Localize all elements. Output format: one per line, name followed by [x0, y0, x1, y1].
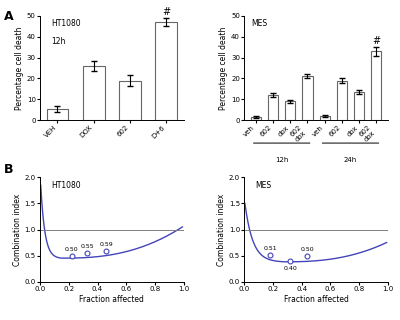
Y-axis label: Percentage cell death: Percentage cell death [15, 26, 24, 110]
Bar [119, 81, 141, 120]
Y-axis label: Combination index: Combination index [13, 193, 22, 266]
Bar [251, 117, 261, 120]
Text: 0.51: 0.51 [263, 246, 277, 252]
Text: #: # [372, 36, 380, 46]
Y-axis label: Combination index: Combination index [217, 193, 226, 266]
Y-axis label: Percentage cell death: Percentage cell death [219, 26, 228, 110]
X-axis label: Fraction affected: Fraction affected [284, 294, 348, 304]
X-axis label: Fraction affected: Fraction affected [80, 294, 144, 304]
Text: 0.55: 0.55 [81, 244, 94, 249]
Bar [302, 76, 313, 120]
Bar [268, 95, 278, 120]
Text: 0.50: 0.50 [301, 247, 314, 252]
Bar [337, 81, 347, 120]
Text: 12h: 12h [275, 156, 288, 163]
Text: 0.40: 0.40 [283, 266, 297, 271]
Text: 24h: 24h [344, 156, 357, 163]
Text: HT1080: HT1080 [52, 180, 81, 189]
Bar [156, 22, 177, 120]
Text: 12h: 12h [52, 37, 66, 46]
Text: 0.59: 0.59 [99, 242, 113, 247]
Bar [371, 52, 382, 120]
Bar [320, 116, 330, 120]
Text: HT1080: HT1080 [52, 19, 81, 28]
Bar [354, 92, 364, 120]
Text: MES: MES [251, 19, 268, 28]
Text: A: A [4, 10, 14, 23]
Bar [285, 101, 296, 120]
Bar [83, 66, 105, 120]
Text: MES: MES [256, 180, 272, 189]
Text: #: # [162, 7, 170, 17]
Bar [46, 109, 68, 120]
Text: B: B [4, 163, 14, 176]
Text: 0.50: 0.50 [65, 247, 78, 252]
